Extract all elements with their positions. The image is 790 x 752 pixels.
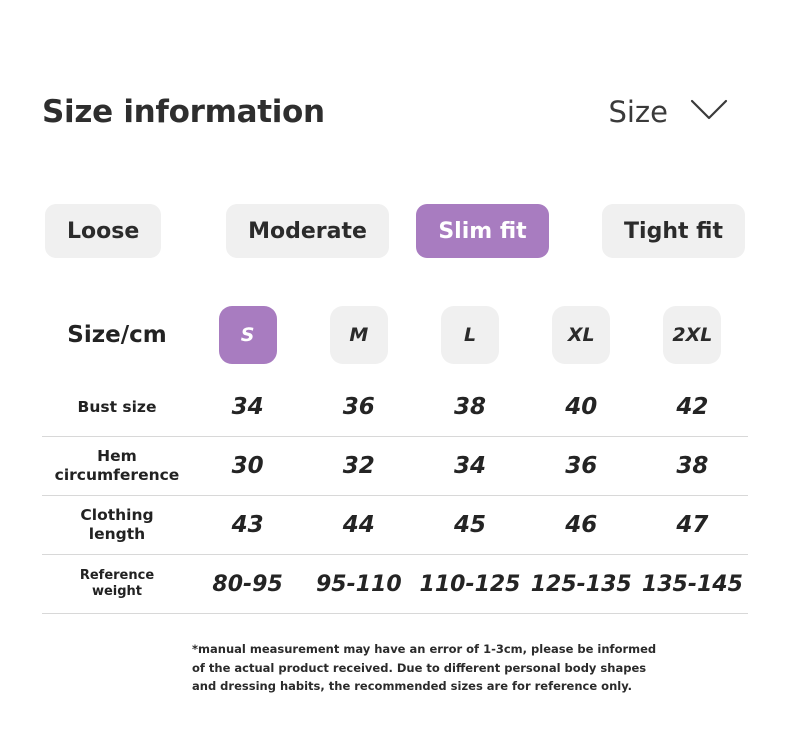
size-chip-slot: L — [414, 306, 525, 364]
fit-option-tight-fit[interactable]: Tight fit — [602, 204, 745, 258]
fit-slot: Loose — [45, 204, 220, 258]
table-cell: 125-135 — [530, 571, 632, 597]
table-cell: 36 — [565, 453, 598, 479]
row-label-line: Hem — [97, 447, 137, 466]
table-row: Reference weight 80-95 95-110 110-125 12… — [42, 555, 748, 614]
fit-slot: Slim fit — [395, 204, 570, 258]
table-cell: 43 — [231, 512, 264, 538]
panel-header: Size information Size — [42, 0, 748, 162]
row-label-line: Clothing — [80, 506, 154, 525]
row-label-line: weight — [91, 584, 143, 599]
disclaimer-line: and dressing habits, the recommended siz… — [192, 679, 633, 694]
size-selector-label: Size — [608, 94, 668, 129]
chevron-down-icon — [690, 99, 728, 125]
size-chip-s[interactable]: S — [218, 306, 277, 364]
table-cell: 44 — [342, 512, 375, 538]
size-chip-slot: XL — [526, 306, 637, 364]
row-label-hem-circumference: Hem circumference — [42, 447, 192, 485]
table-cell: 110-125 — [419, 571, 521, 597]
page-title: Size information — [42, 93, 325, 130]
size-chip-slot: M — [303, 306, 414, 364]
table-cell: 32 — [342, 453, 375, 479]
row-label-line: length — [88, 525, 146, 543]
table-cell: 38 — [454, 394, 487, 420]
table-cell: 45 — [454, 512, 487, 538]
fit-options-row: Loose Moderate Slim fit Tight fit — [42, 204, 748, 258]
table-cell: 34 — [454, 453, 487, 479]
table-cell: 36 — [342, 394, 375, 420]
fit-option-slim-fit[interactable]: Slim fit — [416, 204, 549, 258]
size-chip-m[interactable]: M — [329, 306, 388, 364]
row-label-clothing-length: Clothing length — [42, 506, 192, 544]
fit-slot: Tight fit — [570, 204, 745, 258]
table-row: Hem circumference 30 32 34 36 38 — [42, 437, 748, 496]
size-unit-label: Size/cm — [67, 322, 167, 348]
table-cell: 34 — [231, 394, 264, 420]
row-label-reference-weight: Reference weight — [42, 568, 192, 600]
fit-slot: Moderate — [220, 204, 395, 258]
size-header-row: Size/cm S M L XL 2XL — [42, 292, 748, 378]
row-label-line: circumference — [54, 466, 180, 484]
table-cell: 40 — [565, 394, 598, 420]
measurement-disclaimer: *manual measurement may have an error of… — [42, 640, 748, 696]
size-chip-xl[interactable]: XL — [552, 306, 611, 364]
disclaimer-line: *manual measurement may have an error of… — [192, 642, 657, 656]
size-selector-dropdown[interactable]: Size — [608, 94, 748, 129]
row-label-bust-size: Bust size — [77, 397, 157, 416]
row-label-line: Reference — [79, 568, 155, 584]
size-table: Size/cm S M L XL 2XL Bust size 34 36 38 … — [42, 292, 748, 614]
table-cell: 80-95 — [212, 571, 283, 597]
size-chip-slot: S — [192, 306, 303, 364]
table-cell: 30 — [231, 453, 264, 479]
table-cell: 95-110 — [315, 571, 402, 597]
table-cell: 47 — [676, 512, 709, 538]
table-cell: 42 — [676, 394, 709, 420]
table-row: Bust size 34 36 38 40 42 — [42, 378, 748, 437]
size-chip-slot: 2XL — [637, 306, 748, 364]
table-cell: 38 — [676, 453, 709, 479]
table-cell: 46 — [565, 512, 598, 538]
fit-option-moderate[interactable]: Moderate — [226, 204, 389, 258]
size-chip-l[interactable]: L — [441, 306, 499, 364]
fit-option-loose[interactable]: Loose — [45, 204, 162, 258]
size-chip-2xl[interactable]: 2XL — [663, 306, 722, 364]
table-cell: 135-145 — [641, 571, 743, 597]
disclaimer-line: of the actual product received. Due to d… — [192, 660, 647, 675]
table-row: Clothing length 43 44 45 46 47 — [42, 496, 748, 555]
